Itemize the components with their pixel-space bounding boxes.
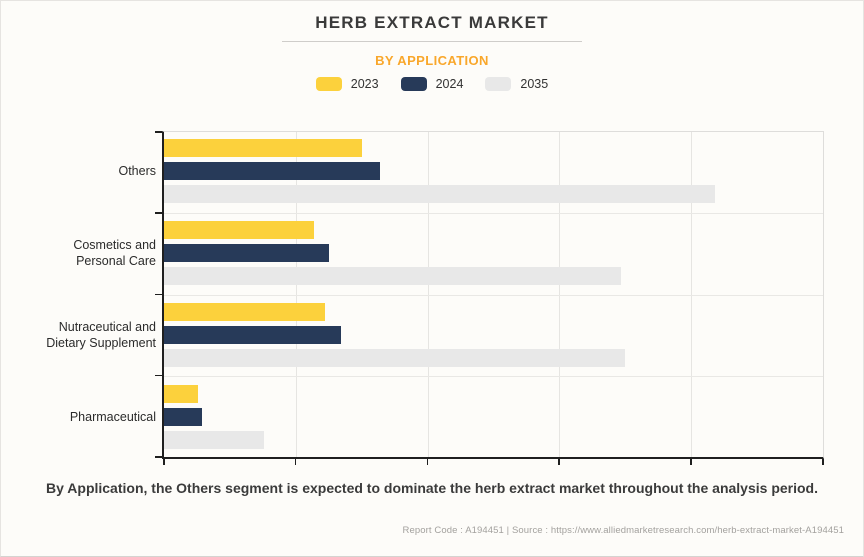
category-axis-labels: Others Cosmetics and Personal Care Nutrace… [31, 131, 156, 459]
legend-label: 2024 [435, 77, 464, 91]
bar-2024 [164, 326, 341, 344]
bar-2023 [164, 385, 199, 403]
x-axis-tick [558, 459, 560, 465]
category-label: Cosmetics and Personal Care [73, 238, 156, 268]
legend-item-2024: 2024 [400, 77, 464, 91]
y-axis-tick [155, 374, 162, 377]
bar-group [164, 378, 823, 460]
chart-area: Others Cosmetics and Personal Care Nutrace… [1, 131, 863, 471]
summary-text: By Application, the Others segment is ex… [46, 480, 818, 496]
page-title: HERB EXTRACT MARKET [315, 13, 549, 32]
bar-2024 [164, 408, 203, 426]
bar-group [164, 214, 823, 296]
horizontal-gridline [164, 294, 823, 296]
bar-2023 [164, 303, 325, 321]
bar-2024 [164, 162, 381, 180]
y-axis-tick [155, 456, 162, 458]
legend-swatch-icon [315, 77, 342, 91]
y-axis-tick [155, 293, 162, 295]
x-axis-tick [690, 459, 692, 465]
y-axis-tick [155, 131, 162, 133]
bar-2035 [164, 349, 626, 367]
bar-2023 [164, 139, 362, 157]
x-axis-tick [294, 459, 297, 465]
x-axis-tick [426, 459, 429, 465]
legend-item-2023: 2023 [315, 77, 379, 91]
chart-subtitle: BY APPLICATION [375, 53, 489, 68]
chart-header: HERB EXTRACT MARKET BY APPLICATION 2023 2… [1, 1, 863, 91]
bar-2035 [164, 267, 622, 285]
report-source-line: Report Code : A194451 | Source : https:/… [402, 525, 844, 536]
legend: 2023 2024 2035 [1, 77, 863, 91]
legend-label: 2023 [350, 77, 379, 91]
category-label: Nutraceutical and Dietary Supplement [46, 320, 156, 350]
bar-2024 [164, 244, 329, 262]
legend-label: 2035 [520, 77, 549, 91]
plot-area [155, 131, 824, 465]
category-label: Others [118, 164, 156, 179]
y-axis-tick [155, 212, 162, 214]
bar-2035 [164, 185, 715, 203]
bar-2023 [164, 221, 315, 239]
bar-group [164, 296, 823, 378]
x-axis-tick [822, 459, 824, 465]
legend-swatch-icon [485, 77, 512, 91]
x-axis-tick [163, 459, 165, 465]
title-divider [282, 41, 582, 42]
legend-item-2035: 2035 [485, 77, 548, 91]
category-label: Pharmaceutical [69, 410, 156, 425]
horizontal-gridline [164, 375, 823, 377]
bar-group [164, 132, 823, 214]
legend-swatch-icon [400, 77, 427, 91]
horizontal-gridline [164, 213, 823, 215]
bar-2035 [164, 431, 265, 449]
